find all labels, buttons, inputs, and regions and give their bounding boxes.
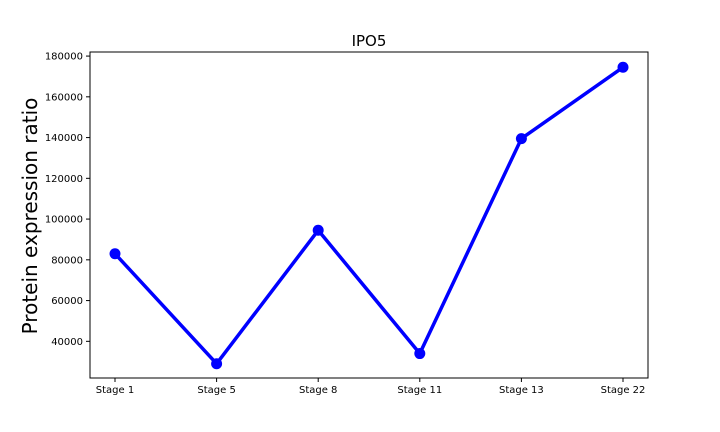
data-point (617, 61, 629, 73)
series-line (113, 65, 625, 366)
series-group (109, 61, 629, 370)
x-tick-label: Stage 5 (197, 385, 235, 396)
data-point (515, 133, 527, 145)
y-tick-label: 160000 (45, 92, 83, 103)
y-tick-label: 60000 (51, 296, 83, 307)
plot-area-frame (89, 51, 649, 379)
y-tick-label: 40000 (51, 337, 83, 348)
data-point (109, 248, 121, 260)
y-tick-label: 140000 (45, 133, 83, 144)
data-point (312, 224, 324, 236)
x-tick-label: Stage 13 (499, 385, 544, 396)
y-axis: 40000 60000 80000 100000 120000 140000 160000 1… (45, 52, 90, 348)
x-tick-label: Stage 1 (96, 385, 134, 396)
y-axis-label: Protein expression ratio (18, 98, 42, 335)
y-tick-label: 180000 (45, 52, 83, 63)
x-axis: Stage 1 Stage 5 Stage 8 Stage 11 Stage 13 Sta… (96, 378, 646, 396)
x-tick-label: Stage 8 (299, 385, 337, 396)
y-tick-label: 120000 (45, 174, 83, 185)
data-point (211, 358, 223, 370)
x-tick-label: Stage 22 (601, 385, 646, 396)
data-point (414, 348, 426, 360)
y-tick-label: 80000 (51, 255, 83, 266)
x-tick-label: Stage 11 (397, 385, 442, 396)
y-tick-label: 100000 (45, 215, 83, 226)
chart-title: IPO5 (352, 32, 387, 50)
